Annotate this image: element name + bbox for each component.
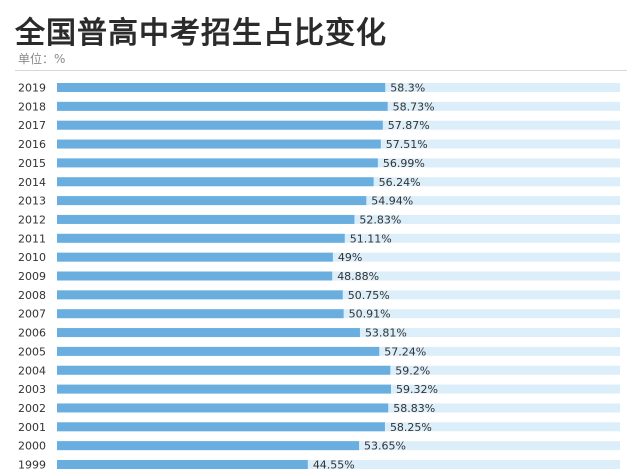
year-label: 2016 <box>18 138 46 151</box>
value-label: 53.81% <box>365 327 407 340</box>
value-label: 57.51% <box>386 138 428 151</box>
value-label: 57.24% <box>384 345 426 358</box>
bar-2003 <box>57 384 391 394</box>
year-label: 2005 <box>18 345 46 358</box>
year-label: 2000 <box>18 440 46 453</box>
year-label: 2002 <box>18 402 46 415</box>
bar-2004 <box>57 365 391 375</box>
year-label: 2007 <box>18 308 46 321</box>
year-label: 2009 <box>18 270 46 283</box>
bar-2015 <box>57 158 378 168</box>
bar-2002 <box>57 403 389 413</box>
bar-2000 <box>57 441 360 451</box>
bar-2007 <box>57 309 344 319</box>
bar-2016 <box>57 139 381 149</box>
bar-2014 <box>57 177 374 187</box>
chart-title: 全国普高中考招生占比变化 <box>15 16 387 51</box>
value-label: 58.3% <box>390 82 425 95</box>
bar-2001 <box>57 422 385 432</box>
year-label: 2017 <box>18 119 46 132</box>
bar-2018 <box>57 101 388 111</box>
value-label: 52.83% <box>359 213 401 226</box>
year-label: 2010 <box>18 251 46 264</box>
year-label: 2015 <box>18 157 46 170</box>
value-label: 56.24% <box>379 176 421 189</box>
value-label: 57.87% <box>388 119 430 132</box>
value-label: 56.99% <box>383 157 425 170</box>
year-label: 2012 <box>18 213 46 226</box>
unit-label: 单位：% <box>18 52 66 66</box>
bar-track <box>57 271 620 281</box>
year-label: 2014 <box>18 176 46 189</box>
year-label: 2018 <box>18 100 46 113</box>
title-divider <box>15 70 627 71</box>
value-label: 44.55% <box>313 459 355 471</box>
bar-2019 <box>57 83 386 92</box>
value-label: 53.65% <box>364 440 406 453</box>
value-label: 54.94% <box>371 195 413 208</box>
value-label: 58.25% <box>390 421 432 434</box>
bar-2005 <box>57 346 380 356</box>
year-label: 2008 <box>18 289 46 302</box>
year-label: 2001 <box>18 421 46 434</box>
value-label: 49% <box>338 251 362 264</box>
bar-2008 <box>57 290 343 300</box>
value-label: 50.75% <box>348 289 390 302</box>
value-label: 58.73% <box>393 100 435 113</box>
year-label: 1999 <box>18 459 46 471</box>
year-label: 2006 <box>18 327 46 340</box>
year-label: 2011 <box>18 232 46 245</box>
bar-2013 <box>57 196 367 206</box>
bar-track <box>57 252 620 262</box>
value-label: 51.11% <box>350 232 392 245</box>
value-label: 50.91% <box>349 308 391 321</box>
bar-2010 <box>57 252 333 262</box>
value-label: 59.2% <box>395 364 430 377</box>
value-label: 59.32% <box>396 383 438 396</box>
value-label: 58.83% <box>393 402 435 415</box>
year-label: 2003 <box>18 383 46 396</box>
bar-track <box>57 460 620 469</box>
bar-2009 <box>57 271 333 281</box>
bar-2012 <box>57 214 355 224</box>
year-label: 2019 <box>18 82 46 95</box>
bar-2006 <box>57 328 360 338</box>
bar-1999 <box>57 460 308 469</box>
year-label: 2004 <box>18 364 46 377</box>
year-label: 2013 <box>18 195 46 208</box>
bar-2017 <box>57 120 383 130</box>
bar-2011 <box>57 233 345 243</box>
value-label: 48.88% <box>337 270 379 283</box>
